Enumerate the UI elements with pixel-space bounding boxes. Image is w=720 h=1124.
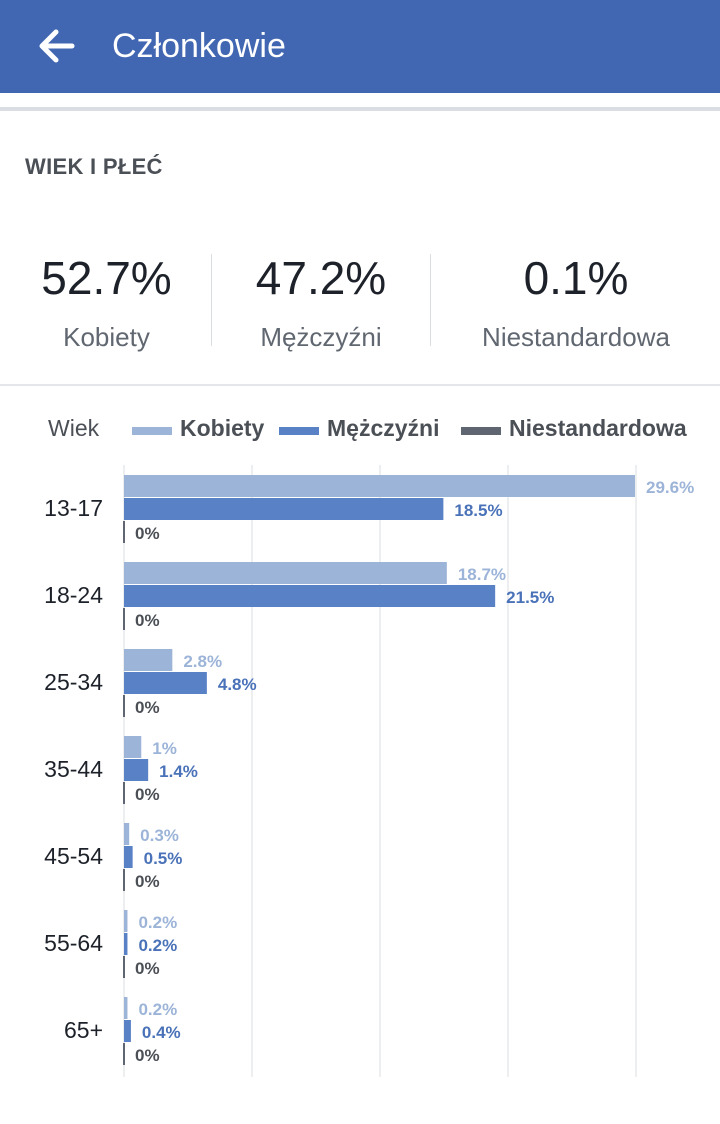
legend-swatch-women bbox=[132, 427, 172, 435]
legend-axis-label: Wiek bbox=[48, 415, 100, 441]
stat-women: 52.7% Kobiety bbox=[25, 250, 188, 354]
data-label: 0% bbox=[135, 785, 160, 804]
stat-men-value: 47.2% bbox=[255, 252, 387, 304]
divider bbox=[430, 254, 431, 346]
app-header: Członkowie bbox=[0, 0, 720, 93]
stat-women-label: Kobiety bbox=[63, 322, 150, 352]
category-label: 25-34 bbox=[44, 669, 103, 695]
bar-men bbox=[124, 846, 133, 868]
stat-women-value: 52.7% bbox=[41, 252, 172, 304]
data-label: 18.7% bbox=[458, 565, 506, 584]
category-label: 65+ bbox=[64, 1017, 103, 1043]
data-label: 1.4% bbox=[159, 762, 198, 781]
legend-label-women: Kobiety bbox=[180, 415, 265, 441]
bar-custom bbox=[123, 869, 125, 891]
category-label: 35-44 bbox=[44, 756, 103, 782]
stat-men: 47.2% Mężczyźni bbox=[232, 250, 410, 354]
category-label: 18-24 bbox=[44, 582, 103, 608]
data-label: 1% bbox=[152, 739, 177, 758]
bar-custom bbox=[123, 608, 125, 630]
divider bbox=[211, 254, 212, 346]
bar-men bbox=[124, 585, 496, 607]
bar-men bbox=[124, 1020, 131, 1042]
data-label: 21.5% bbox=[506, 588, 554, 607]
data-label: 0.2% bbox=[138, 913, 177, 932]
stat-custom-label: Niestandardowa bbox=[482, 322, 670, 352]
bar-women bbox=[124, 997, 128, 1019]
data-label: 4.8% bbox=[218, 675, 257, 694]
bar-women bbox=[124, 823, 130, 845]
data-label: 0.3% bbox=[140, 826, 179, 845]
bar-custom bbox=[123, 956, 125, 978]
bar-men bbox=[124, 498, 444, 520]
age-gender-bar-chart: 13-17 29.6% 18.5% 0% 18-24 18.7%21.5% 0% 25-34 2… bbox=[44, 465, 694, 1077]
data-label: 0% bbox=[135, 872, 160, 891]
bar-women bbox=[124, 562, 447, 584]
data-label: 2.8% bbox=[183, 652, 222, 671]
data-label: 0.4% bbox=[142, 1023, 181, 1042]
data-label: 0% bbox=[135, 698, 160, 717]
bar-women bbox=[124, 649, 173, 671]
bar-custom bbox=[123, 521, 125, 543]
bar-women bbox=[124, 736, 142, 758]
data-label: 0% bbox=[135, 1046, 160, 1065]
bar-custom bbox=[123, 1043, 125, 1065]
data-label: 0.2% bbox=[138, 1000, 177, 1019]
bar-custom bbox=[123, 695, 125, 717]
data-label: 0.2% bbox=[138, 936, 177, 955]
legend-swatch-custom bbox=[461, 427, 501, 435]
legend-swatch-men bbox=[279, 427, 319, 435]
data-label: 0.5% bbox=[144, 849, 183, 868]
divider bbox=[0, 384, 720, 386]
stat-men-label: Mężczyźni bbox=[260, 322, 382, 352]
data-label: 0% bbox=[135, 524, 160, 543]
category-label: 45-54 bbox=[44, 843, 103, 869]
legend-label-men: Mężczyźni bbox=[327, 415, 440, 441]
bar-men bbox=[124, 933, 128, 955]
legend-label-custom: Niestandardowa bbox=[509, 415, 687, 441]
chart-legend: Wiek Kobiety Mężczyźni Niestandardowa bbox=[0, 415, 720, 447]
divider bbox=[0, 107, 720, 111]
category-label: 13-17 bbox=[44, 495, 103, 521]
bar-men bbox=[124, 672, 207, 694]
bar-custom bbox=[123, 782, 125, 804]
arrow-left-icon[interactable] bbox=[36, 28, 76, 64]
data-label: 0% bbox=[135, 611, 160, 630]
bar-women bbox=[124, 475, 635, 497]
data-label: 0% bbox=[135, 959, 160, 978]
section-title: WIEK I PŁEĆ bbox=[25, 154, 163, 179]
data-label: 29.6% bbox=[646, 478, 694, 497]
bar-men bbox=[124, 759, 149, 781]
category-label: 55-64 bbox=[44, 930, 103, 956]
page-title: Członkowie bbox=[112, 27, 286, 65]
bar-women bbox=[124, 910, 128, 932]
stat-custom-value: 0.1% bbox=[523, 252, 629, 304]
data-label: 18.5% bbox=[454, 501, 502, 520]
stat-custom: 0.1% Niestandardowa bbox=[460, 250, 692, 354]
